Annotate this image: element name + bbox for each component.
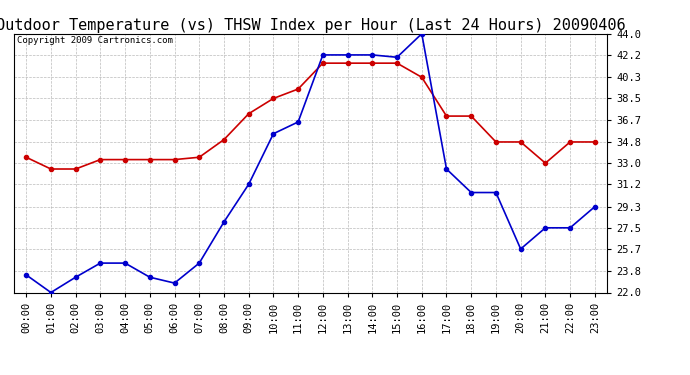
Text: Copyright 2009 Cartronics.com: Copyright 2009 Cartronics.com xyxy=(17,36,172,45)
Title: Outdoor Temperature (vs) THSW Index per Hour (Last 24 Hours) 20090406: Outdoor Temperature (vs) THSW Index per … xyxy=(0,18,625,33)
